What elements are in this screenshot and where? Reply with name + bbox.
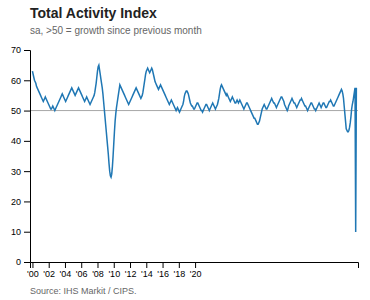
tick-label: '08	[92, 269, 104, 279]
y-axis: 0 10 20 30 40 50 60 70	[11, 45, 31, 267]
tick-mark	[163, 262, 164, 268]
tick-mark	[24, 232, 30, 233]
marks	[30, 65, 358, 232]
tick-mark	[146, 262, 147, 268]
tick: 50	[11, 106, 30, 116]
tick-mark	[24, 262, 30, 263]
tick-label: '20	[190, 269, 202, 279]
tick-label: 50	[11, 106, 21, 116]
tick: '18	[173, 262, 185, 279]
reference-line	[30, 110, 358, 111]
tick-mark	[32, 262, 33, 268]
tick: 0	[16, 257, 30, 267]
tick: '08	[92, 262, 104, 279]
tick-mark	[49, 262, 50, 268]
tick: '10	[108, 262, 120, 279]
tick-label: '14	[141, 269, 153, 279]
tick-mark	[179, 262, 180, 268]
tick-mark	[24, 201, 30, 202]
tick: '04	[60, 262, 72, 279]
axis-line	[31, 263, 359, 269]
tick-label: '00	[27, 269, 39, 279]
x-axis: '00 '02 '04 '06 '08 '10 '12 '14 '16 '18 '20	[27, 262, 358, 279]
tick-mark	[24, 141, 30, 142]
subtitle: sa, >50 = growth since previous month	[30, 25, 202, 36]
source: Source: IHS Markit / CIPS.	[30, 286, 137, 296]
line	[32, 65, 356, 232]
tick-label: '12	[125, 269, 137, 279]
tick-label: 20	[11, 197, 21, 207]
tick-mark	[24, 111, 30, 112]
tick-mark	[24, 50, 30, 51]
tick-label: 30	[11, 167, 21, 177]
plot: '00 '02 '04 '06 '08 '10 '12 '14 '16 '18 '20 0 10 20 30…	[11, 45, 359, 279]
tick-label: 10	[11, 227, 21, 237]
tick-label: '06	[76, 269, 88, 279]
tick: 30	[11, 167, 30, 177]
tick: 70	[11, 45, 30, 55]
tick-mark	[114, 262, 115, 268]
tick: 10	[11, 227, 30, 237]
tick: 40	[11, 136, 30, 146]
tick: '00	[27, 262, 39, 279]
tick-mark	[24, 80, 30, 81]
tick-label: 70	[11, 45, 21, 55]
tick-mark	[24, 171, 30, 172]
tick-label: '10	[108, 269, 120, 279]
tick-label: '02	[43, 269, 55, 279]
tick-mark	[65, 262, 66, 268]
tick-mark	[97, 262, 98, 268]
tick: '14	[141, 262, 153, 279]
tick: '20	[190, 262, 202, 279]
tick: 60	[11, 76, 30, 86]
axis-line	[24, 51, 31, 263]
title: Total Activity Index	[30, 5, 157, 21]
tick: '16	[157, 262, 169, 279]
tick-label: '16	[157, 269, 169, 279]
tick: '06	[76, 262, 88, 279]
tick-label: 60	[11, 76, 21, 86]
tick-label: 0	[16, 257, 21, 267]
chart: Total Activity Index sa, >50 = growth sin…	[0, 0, 370, 300]
tick-mark	[130, 262, 131, 268]
tick: '02	[43, 262, 55, 279]
tick-label: '04	[60, 269, 72, 279]
tick-mark	[195, 262, 196, 268]
tick-label: 40	[11, 136, 21, 146]
tick: 20	[11, 197, 30, 207]
tick-mark	[81, 262, 82, 268]
tick-label: '18	[173, 269, 185, 279]
tick: '12	[125, 262, 137, 279]
